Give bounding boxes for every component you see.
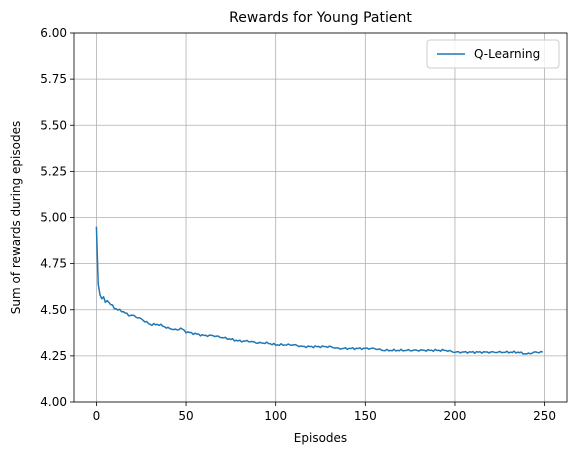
ticks: 0 50 100 150 200 250 4.00 4.25 4.50 4.75 5.00 5.25 5… xyxy=(40,26,556,423)
legend: Q-Learning xyxy=(426,39,560,69)
y-tick-label: 4.75 xyxy=(40,257,67,271)
legend-label-q-learning: Q-Learning xyxy=(474,47,540,61)
x-tick-label: 100 xyxy=(264,409,287,423)
y-tick-label: 4.00 xyxy=(40,395,67,409)
chart-title: Rewards for Young Patient xyxy=(229,10,412,26)
x-tick-label: 150 xyxy=(354,409,377,423)
y-tick-label: 4.50 xyxy=(40,303,67,317)
series-line-q-learning xyxy=(95,226,544,355)
legend-box xyxy=(426,39,560,69)
x-axis-label: Episodes xyxy=(294,431,347,445)
x-tick-label: 50 xyxy=(178,409,193,423)
y-axis-label: Sum of rewards during episodes xyxy=(9,121,23,314)
series-layer xyxy=(95,226,544,355)
x-tick-label: 0 xyxy=(93,409,101,423)
y-tick-label: 5.75 xyxy=(40,72,67,86)
y-tick-label: 5.50 xyxy=(40,118,67,132)
x-tick-label: 200 xyxy=(444,409,467,423)
y-tick-label: 4.25 xyxy=(40,349,67,363)
y-tick-label: 6.00 xyxy=(40,26,67,40)
y-tick-label: 5.00 xyxy=(40,211,67,225)
x-tick-label: 250 xyxy=(533,409,556,423)
y-tick-label: 5.25 xyxy=(40,164,67,178)
